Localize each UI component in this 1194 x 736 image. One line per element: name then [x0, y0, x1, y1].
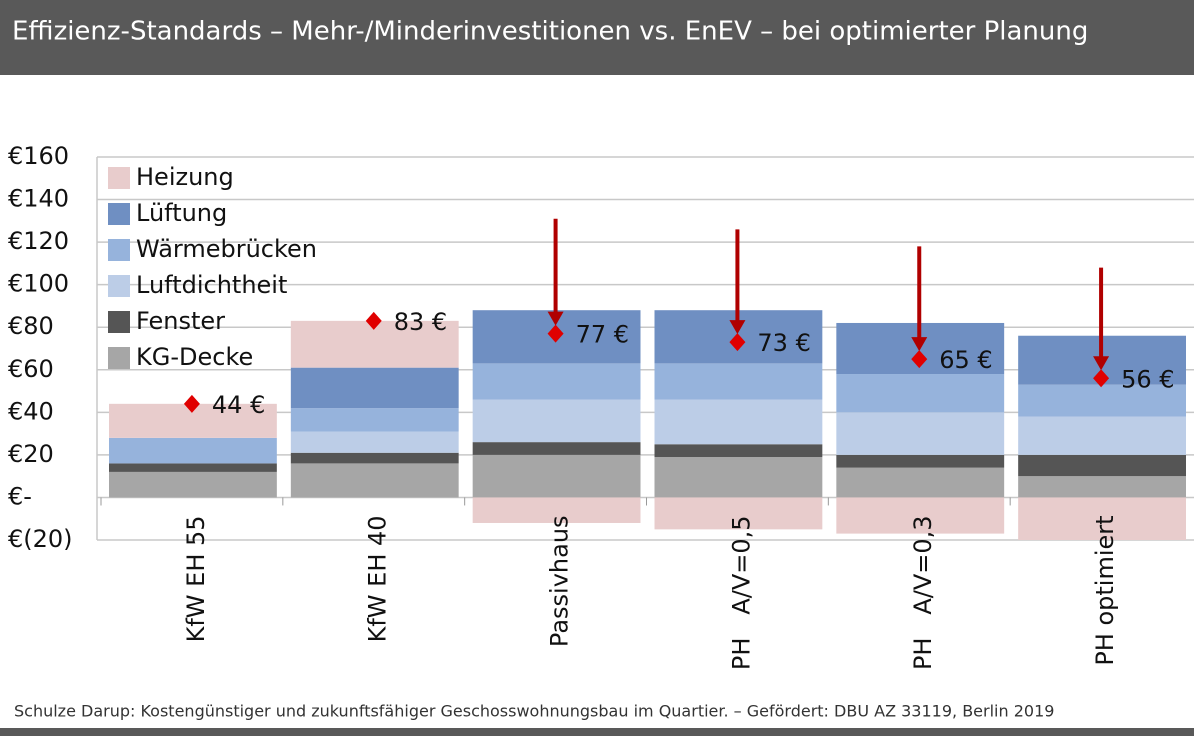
y-tick-label: €160 [8, 142, 69, 170]
x-tick-label: PH optimiert [1091, 515, 1119, 665]
bar-segment [472, 497, 641, 523]
legend-swatch [108, 167, 130, 189]
bar-segment [290, 431, 459, 453]
bar-segment [654, 399, 823, 445]
net-label: 77 € [576, 321, 629, 349]
bar-segment [472, 363, 641, 400]
arrow-head [1093, 356, 1110, 371]
net-marker [547, 324, 564, 343]
net-label: 56 € [1121, 365, 1174, 393]
net-label: 73 € [757, 329, 810, 357]
legend-swatch [108, 275, 130, 297]
bar-segment [109, 463, 277, 472]
bar-segment [472, 442, 641, 455]
bar-segment [654, 363, 823, 400]
net-label: 44 € [212, 391, 265, 419]
y-tick-label: €40 [8, 397, 54, 425]
x-tick-label: PH A/V=0,5 [727, 515, 755, 670]
footnote: Schulze Darup: Kostengünstiger und zukun… [14, 702, 1054, 721]
legend-label: Luftdichtheit [136, 271, 287, 299]
x-tick-label: PH A/V=0,3 [909, 515, 937, 670]
bar-segment [1018, 454, 1186, 477]
net-label: 65 € [939, 346, 992, 374]
net-label: 83 € [394, 308, 447, 336]
legend-label: Wärmebrücken [136, 235, 317, 263]
bar-segment [654, 444, 823, 458]
net-marker [729, 333, 746, 352]
arrow-head [729, 320, 746, 335]
bar-segment [290, 408, 459, 432]
chart-title: Effizienz-Standards – Mehr-/Minderinvest… [12, 17, 1088, 47]
y-tick-label: €- [8, 482, 32, 510]
legend-label: KG-Decke [136, 343, 253, 371]
net-marker [183, 394, 200, 413]
legend-swatch [108, 347, 130, 369]
y-tick-label: €120 [8, 227, 69, 255]
bar-segment [290, 367, 459, 409]
bar-segment [836, 374, 1005, 413]
x-tick-label: KfW EH 40 [364, 515, 392, 642]
bar-segment [836, 467, 1005, 498]
bar-segment [290, 452, 459, 464]
legend-label: Heizung [136, 163, 234, 191]
arrow-head [547, 311, 564, 326]
bar-segment [836, 454, 1005, 468]
legend-swatch [108, 239, 130, 261]
bar-segment [1018, 384, 1186, 417]
bar-segment [472, 399, 641, 443]
footer-bar [0, 728, 1194, 736]
header-bar [0, 0, 1194, 75]
bar-segment [290, 463, 459, 498]
bar-segment [836, 412, 1005, 455]
bar-segment [109, 437, 277, 464]
bar-segment [1018, 476, 1186, 498]
bar-segment [836, 497, 1005, 534]
y-tick-label: €60 [8, 355, 54, 383]
x-tick-label: KfW EH 55 [182, 515, 210, 642]
net-marker [365, 311, 382, 330]
bar-segment [109, 471, 277, 498]
net-marker [1093, 369, 1110, 388]
net-marker [911, 350, 928, 369]
bar-segment [472, 454, 641, 498]
legend-swatch [108, 311, 130, 333]
legend-label: Lüftung [136, 199, 227, 227]
arrow-head [911, 337, 928, 352]
bar-segment [654, 497, 823, 530]
bar-segment [654, 457, 823, 498]
y-tick-label: €140 [8, 185, 69, 213]
bar-segment [1018, 416, 1186, 455]
y-tick-label: €20 [8, 440, 54, 468]
legend-label: Fenster [136, 307, 225, 335]
bar-segment [1018, 497, 1186, 540]
y-tick-label: €100 [8, 270, 69, 298]
legend-swatch [108, 203, 130, 225]
y-tick-label: €(20) [8, 525, 73, 553]
x-tick-label: Passivhaus [546, 515, 574, 647]
y-tick-label: €80 [8, 312, 54, 340]
